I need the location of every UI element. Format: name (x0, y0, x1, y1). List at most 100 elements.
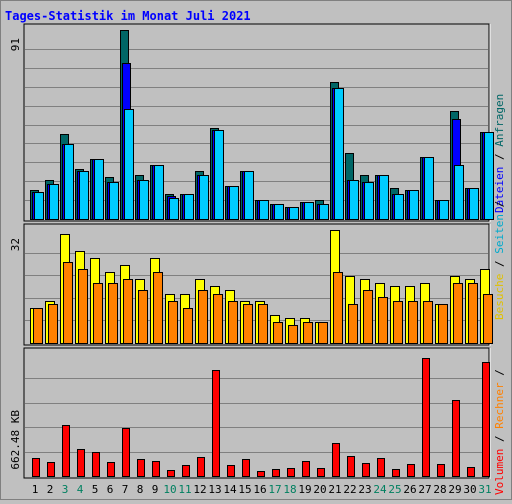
bar-seiten-day-2 (49, 184, 59, 220)
bar-rechner-day-22 (348, 304, 358, 344)
bar-seiten-day-15 (244, 171, 254, 220)
bar-rechner-day-26 (408, 301, 418, 344)
bar-rechner-day-20 (318, 322, 328, 344)
x-tick-label: 2 (47, 483, 54, 496)
bar-seiten-day-13 (214, 130, 224, 220)
bar-rechner-day-9 (153, 272, 163, 344)
bar-rechner-day-30 (468, 283, 478, 344)
bar-volumen-day-5 (92, 452, 100, 477)
bar-seiten-day-10 (169, 198, 179, 220)
bar-rechner-day-6 (108, 283, 118, 344)
middle-panel (23, 223, 493, 346)
bar-rechner-day-17 (273, 322, 283, 344)
bar-seiten-day-5 (94, 159, 104, 220)
x-tick-label: 8 (137, 483, 144, 496)
bar-seiten-day-3 (64, 144, 74, 220)
bar-volumen-day-17 (272, 469, 280, 477)
x-tick-label: 22 (343, 483, 356, 496)
x-tick-label: 9 (152, 483, 159, 496)
top-panel-max-label: 91 (9, 38, 22, 51)
bar-seiten-day-14 (229, 186, 239, 220)
bar-volumen-day-16 (257, 471, 265, 477)
bar-rechner-day-19 (303, 322, 313, 344)
bar-rechner-day-29 (453, 283, 463, 344)
bar-rechner-day-10 (168, 301, 178, 344)
bar-seiten-day-30 (469, 188, 479, 220)
bar-rechner-day-12 (198, 290, 208, 344)
x-tick-label: 11 (178, 483, 191, 496)
x-tick-label: 27 (418, 483, 431, 496)
bar-seiten-day-26 (409, 190, 419, 220)
bottom-plot-area (23, 347, 490, 479)
bar-volumen-day-30 (467, 467, 475, 477)
bar-rechner-day-16 (258, 304, 268, 344)
bar-rechner-day-31 (483, 294, 493, 344)
bar-seiten-day-11 (184, 194, 194, 220)
bar-volumen-day-31 (482, 362, 490, 477)
bottom-panel (23, 347, 491, 479)
x-tick-label: 31 (478, 483, 491, 496)
legend-dateien: Dateien (493, 167, 506, 213)
legend-separator: / (493, 147, 506, 167)
bar-volumen-day-21 (332, 443, 340, 477)
bar-volumen-day-24 (377, 458, 385, 477)
x-tick-label: 16 (253, 483, 266, 496)
x-tick-label: 26 (403, 483, 416, 496)
bar-rechner-day-28 (438, 304, 448, 344)
x-tick-label: 5 (92, 483, 99, 496)
x-tick-label: 12 (193, 483, 206, 496)
x-tick-label: 3 (62, 483, 69, 496)
x-tick-label: 4 (77, 483, 84, 496)
bar-seiten-day-18 (289, 207, 299, 220)
middle-panel-max-label: 32 (9, 238, 22, 251)
bottom-panel-max-label: 662.48 KB (9, 410, 22, 470)
bar-seiten-day-6 (109, 182, 119, 220)
bar-volumen-day-8 (137, 459, 145, 477)
legend-separator: / (493, 201, 506, 214)
x-tick-label: 13 (208, 483, 221, 496)
x-tick-label: 21 (328, 483, 341, 496)
bar-rechner-day-5 (93, 283, 103, 344)
bar-seiten-day-17 (274, 204, 284, 220)
top-panel-legend: Dateien / Anfragen (493, 94, 506, 213)
bar-volumen-day-7 (122, 428, 130, 477)
bar-seiten-day-8 (139, 180, 149, 220)
bar-volumen-day-13 (212, 370, 220, 477)
bar-volumen-day-4 (77, 449, 85, 477)
x-tick-label: 1 (32, 483, 39, 496)
bar-volumen-day-22 (347, 456, 355, 477)
x-tick-label: 6 (107, 483, 114, 496)
x-tick-label: 15 (238, 483, 251, 496)
x-tick-label: 14 (223, 483, 237, 496)
bar-volumen-day-23 (362, 463, 370, 477)
bar-seiten-day-27 (424, 157, 434, 220)
bar-rechner-day-8 (138, 290, 148, 344)
bar-seiten-day-28 (439, 200, 449, 220)
x-tick-label: 7 (122, 483, 129, 496)
bar-seiten-day-23 (364, 182, 374, 220)
bar-rechner-day-14 (228, 301, 238, 344)
bar-seiten-day-19 (304, 202, 314, 220)
x-tick-label: 20 (313, 483, 326, 496)
middle-panel-legend: Besuche / Seiten / (493, 201, 506, 320)
bar-seiten-day-16 (259, 200, 269, 220)
bar-volumen-day-15 (242, 459, 250, 477)
x-tick-label: 25 (388, 483, 401, 496)
bar-rechner-day-4 (78, 269, 88, 344)
x-tick-label: 30 (463, 483, 476, 496)
bar-seiten-day-20 (319, 204, 329, 220)
bar-volumen-day-18 (287, 468, 295, 477)
bar-volumen-day-12 (197, 457, 205, 477)
x-axis-labels: 1 2 3 4 5 6 7 8 9 10 11 12 13 14 15 16 17 18 19 20 21 22 23 24 2… (32, 483, 492, 496)
bar-seiten-day-4 (79, 171, 89, 220)
legend-separator: / (493, 254, 506, 274)
x-tick-label: 19 (298, 483, 311, 496)
bar-volumen-day-28 (437, 464, 445, 477)
legend-separator: / (493, 369, 506, 382)
bar-rechner-day-3 (63, 262, 73, 344)
bar-volumen-day-19 (302, 461, 310, 477)
x-tick-label: 23 (358, 483, 371, 496)
x-tick-label: 10 (163, 483, 176, 496)
bar-rechner-day-7 (123, 279, 133, 344)
